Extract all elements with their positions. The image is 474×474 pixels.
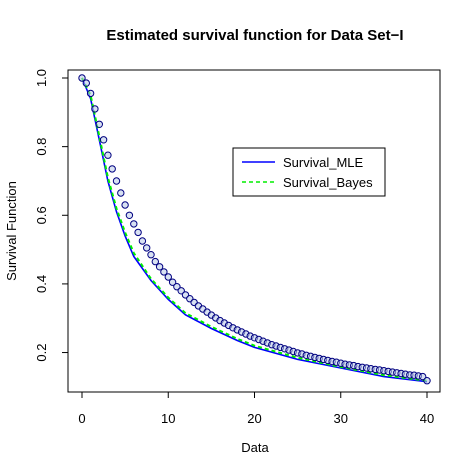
data-point [112,177,121,185]
data-point [104,151,112,159]
legend: Survival_MLE Survival_Bayes [232,147,386,197]
x-tick-label: 20 [247,411,261,426]
series-layer [81,77,428,383]
data-point [138,237,147,245]
points-layer [78,74,431,385]
y-tick-label: 0.4 [34,275,49,293]
data-point [125,211,134,220]
series-line-bayes [81,77,428,382]
x-tick-label: 10 [161,411,175,426]
data-point [130,220,138,228]
data-point [121,201,129,209]
data-point [99,136,108,144]
data-point [78,74,86,82]
data-point [160,268,168,276]
data-point [117,189,125,197]
data-point [147,251,155,259]
data-point [82,79,91,87]
x-tick-label: 30 [334,411,348,426]
data-point [143,244,151,252]
legend-box [232,147,386,197]
data-point [134,228,142,237]
legend-label-bayes: Survival_Bayes [283,175,373,190]
data-point [91,105,99,113]
legend-label-mle: Survival_MLE [283,155,364,170]
y-axis-label: Survival Function [4,181,19,281]
y-axis: 0.2 0.4 0.6 0.8 1.0 [34,69,69,362]
x-axis: 0 10 20 30 40 [78,391,434,426]
y-tick-label: 0.8 [34,138,49,156]
data-point [423,377,431,385]
x-axis-label: Data [241,440,269,455]
x-tick-label: 40 [420,411,434,426]
data-point [95,120,104,129]
data-point [86,89,95,98]
data-point [155,263,164,271]
data-point [108,165,116,173]
data-point [168,278,177,286]
chart-title: Estimated survival function for Data Set… [106,27,403,44]
y-tick-label: 0.6 [34,206,49,224]
y-tick-label: 1.0 [34,69,49,87]
data-point [151,257,160,266]
data-point [164,273,173,281]
x-tick-label: 0 [78,411,85,426]
y-tick-label: 0.2 [34,344,49,362]
